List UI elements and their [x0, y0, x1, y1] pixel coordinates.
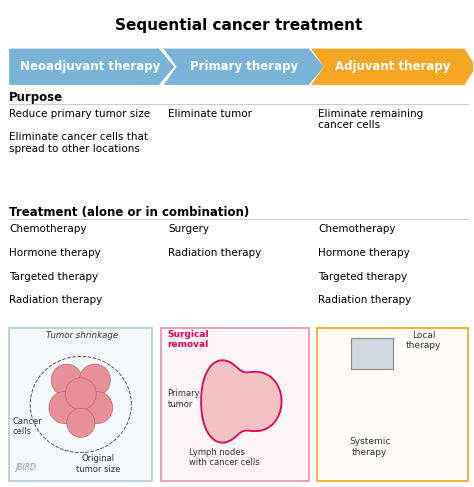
Circle shape [67, 408, 95, 437]
Circle shape [49, 392, 80, 424]
Text: Hormone therapy: Hormone therapy [9, 248, 101, 258]
Text: Radiation therapy: Radiation therapy [9, 295, 102, 305]
Text: Surgical
removal: Surgical removal [167, 330, 209, 349]
Text: Systemic
therapy: Systemic therapy [349, 437, 390, 457]
Text: Chemotherapy: Chemotherapy [318, 224, 396, 234]
Text: Adjuvant therapy: Adjuvant therapy [335, 60, 451, 73]
Circle shape [65, 378, 96, 410]
FancyBboxPatch shape [317, 328, 468, 481]
Text: Eliminate remaining
cancer cells: Eliminate remaining cancer cells [318, 109, 423, 131]
Text: Primary therapy: Primary therapy [191, 60, 299, 73]
Polygon shape [311, 49, 474, 85]
Text: Local
therapy: Local therapy [406, 331, 441, 350]
Circle shape [82, 392, 113, 424]
Text: Targeted therapy: Targeted therapy [318, 272, 407, 281]
Text: Lymph nodes
with cancer cells: Lymph nodes with cancer cells [190, 448, 260, 467]
Circle shape [79, 364, 110, 396]
Text: Chemotherapy: Chemotherapy [9, 224, 87, 234]
Text: Original
tumor size: Original tumor size [76, 454, 120, 473]
FancyBboxPatch shape [9, 328, 152, 481]
Text: Eliminate tumor: Eliminate tumor [168, 109, 252, 119]
Text: Eliminate cancer cells that
spread to other locations: Eliminate cancer cells that spread to ot… [9, 132, 148, 154]
FancyBboxPatch shape [161, 328, 309, 481]
Text: Radiation therapy: Radiation therapy [318, 295, 411, 305]
Text: Treatment (alone or in combination): Treatment (alone or in combination) [9, 206, 249, 219]
Text: Neoadjuvant therapy: Neoadjuvant therapy [20, 60, 160, 73]
Text: Targeted therapy: Targeted therapy [9, 272, 98, 281]
Text: Hormone therapy: Hormone therapy [318, 248, 410, 258]
Polygon shape [9, 49, 174, 85]
Text: Purpose: Purpose [9, 91, 63, 104]
Text: Surgery: Surgery [168, 224, 210, 234]
Text: Sequential cancer treatment: Sequential cancer treatment [115, 19, 362, 33]
Polygon shape [164, 49, 324, 85]
Text: Reduce primary tumor size: Reduce primary tumor size [9, 109, 150, 119]
Text: Primary
tumor: Primary tumor [167, 389, 200, 409]
Text: Tumor shrinkage: Tumor shrinkage [46, 331, 118, 339]
Text: JBIRD: JBIRD [15, 463, 36, 472]
Circle shape [51, 364, 82, 396]
Text: Cancer
cells: Cancer cells [13, 417, 43, 436]
Polygon shape [201, 360, 282, 443]
FancyBboxPatch shape [351, 338, 393, 370]
Text: Radiation therapy: Radiation therapy [168, 248, 262, 258]
